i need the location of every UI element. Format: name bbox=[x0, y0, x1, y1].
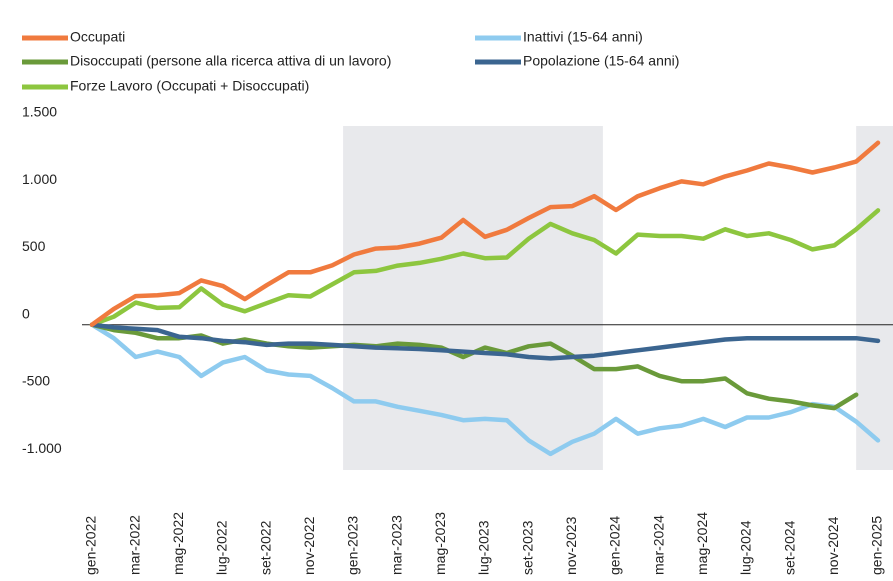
series-line bbox=[89, 208, 881, 327]
x-tick-label: gen-2025 bbox=[869, 516, 885, 575]
series-line bbox=[89, 140, 881, 327]
legend-label: Forze Lavoro (Occupati + Disoccupati) bbox=[70, 78, 309, 94]
y-tick-label: -1.000 bbox=[22, 440, 62, 456]
y-tick-label: 500 bbox=[22, 238, 46, 254]
x-tick-label: gen-2024 bbox=[607, 516, 623, 575]
x-tick-label: set-2023 bbox=[519, 520, 535, 575]
x-tick-label: set-2022 bbox=[257, 520, 273, 575]
x-tick-label: gen-2022 bbox=[83, 516, 99, 575]
x-tick-label: mar-2023 bbox=[388, 515, 404, 575]
y-tick-label: 1.500 bbox=[22, 104, 57, 120]
x-tick-label: nov-2023 bbox=[563, 516, 579, 575]
legend-label: Occupati bbox=[70, 29, 125, 45]
legend-label: Popolazione (15-64 anni) bbox=[523, 53, 679, 69]
x-tick-label: mag-2022 bbox=[170, 512, 186, 575]
x-tick-label: lug-2023 bbox=[476, 520, 492, 575]
x-tick-label: mar-2022 bbox=[126, 515, 142, 575]
series-line bbox=[89, 322, 881, 457]
shaded-band bbox=[856, 126, 893, 470]
series-line bbox=[89, 322, 881, 361]
y-tick-label: 0 bbox=[22, 305, 30, 321]
legend-label: Disoccupati (persone alla ricerca attiva… bbox=[70, 53, 391, 69]
x-tick-label: gen-2023 bbox=[345, 516, 361, 575]
shaded-band bbox=[343, 126, 603, 470]
x-tick-label: mag-2023 bbox=[432, 512, 448, 575]
y-tick-label: 1.000 bbox=[22, 171, 57, 187]
x-tick-label: lug-2022 bbox=[214, 520, 230, 575]
x-tick-label: mar-2024 bbox=[650, 515, 666, 575]
x-tick-label: set-2024 bbox=[781, 520, 797, 575]
legend-label: Inattivi (15-64 anni) bbox=[523, 29, 643, 45]
x-tick-label: nov-2022 bbox=[301, 516, 317, 575]
x-tick-label: lug-2024 bbox=[738, 520, 754, 575]
y-tick-label: -500 bbox=[22, 373, 50, 389]
x-tick-label: nov-2024 bbox=[825, 516, 841, 575]
x-tick-label: mag-2024 bbox=[694, 512, 710, 575]
